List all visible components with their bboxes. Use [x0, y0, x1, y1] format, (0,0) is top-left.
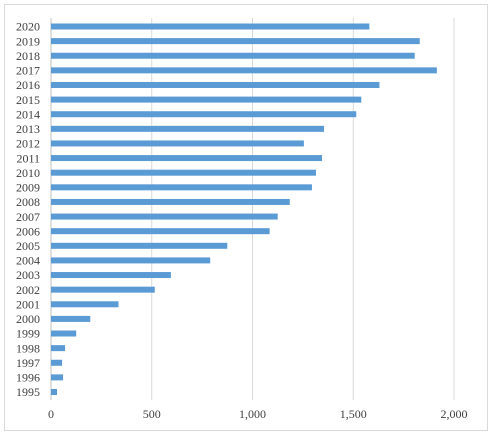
- y-tick-label: 1996: [16, 371, 40, 385]
- y-tick-label: 2013: [16, 122, 40, 136]
- bar-2015: [51, 96, 362, 103]
- bar-2004: [51, 257, 211, 264]
- bar-2012: [51, 140, 304, 147]
- x-tick-label: 2,000: [441, 407, 468, 421]
- bar-layer: [51, 23, 437, 395]
- y-tick-label: 2020: [16, 20, 40, 34]
- y-tick-label: 2005: [16, 239, 40, 253]
- grid-layer: [50, 18, 455, 400]
- y-tick-label: 2006: [16, 224, 40, 238]
- x-tick-label: 0: [48, 407, 54, 421]
- bar-2007: [51, 213, 278, 220]
- bar-2013: [51, 125, 325, 132]
- bar-2020: [51, 23, 370, 30]
- bar-1996: [51, 374, 64, 381]
- bar-1999: [51, 330, 77, 337]
- y-tick-label: 2016: [16, 78, 40, 92]
- bar-1998: [51, 345, 66, 352]
- y-tick-label: 2002: [16, 283, 40, 297]
- y-tick-label: 2001: [16, 297, 40, 311]
- y-tick-label: 1998: [16, 341, 40, 355]
- y-tick-label: 1999: [16, 327, 40, 341]
- bar-2009: [51, 184, 312, 191]
- x-tick-label: 500: [143, 407, 161, 421]
- y-tick-label: 2008: [16, 195, 40, 209]
- bar-2011: [51, 155, 323, 162]
- y-tick-label: 2010: [16, 166, 40, 180]
- y-tick-labels: 2020201920182017201620152014201320122011…: [16, 20, 40, 400]
- x-tick-labels: 0 500 1,000 1,500 2,000: [48, 407, 468, 421]
- y-tick-label: 2007: [16, 210, 40, 224]
- y-tick-label: 2017: [16, 64, 40, 78]
- bar-1997: [51, 359, 63, 366]
- y-tick-label: 2004: [16, 254, 40, 268]
- y-tick-label: 2019: [16, 34, 40, 48]
- y-tick-label: 2011: [16, 151, 40, 165]
- bar-2006: [51, 228, 270, 235]
- y-tick-label: 2015: [16, 93, 40, 107]
- bar-2008: [51, 198, 290, 205]
- bar-2003: [51, 272, 171, 279]
- y-tick-label: 1995: [16, 385, 40, 399]
- y-tick-label: 2003: [16, 268, 40, 282]
- bar-2000: [51, 315, 91, 322]
- bar-2001: [51, 301, 119, 308]
- bar-2010: [51, 169, 316, 176]
- bar-1995: [51, 389, 58, 395]
- bar-2017: [51, 67, 437, 74]
- bar-2019: [51, 38, 420, 45]
- bar-2005: [51, 242, 228, 249]
- y-tick-label: 2018: [16, 49, 40, 63]
- x-tick-label: 1,500: [340, 407, 367, 421]
- bar-2016: [51, 81, 380, 88]
- y-tick-label: 2009: [16, 181, 40, 195]
- bar-2014: [51, 111, 357, 118]
- y-tick-label: 2012: [16, 137, 40, 151]
- y-tick-label: 2014: [16, 107, 40, 121]
- x-tick-label: 1,000: [239, 407, 266, 421]
- y-tick-label: 1997: [16, 356, 40, 370]
- bar-2018: [51, 52, 415, 59]
- y-tick-label: 2000: [16, 312, 40, 326]
- bar-2002: [51, 286, 155, 293]
